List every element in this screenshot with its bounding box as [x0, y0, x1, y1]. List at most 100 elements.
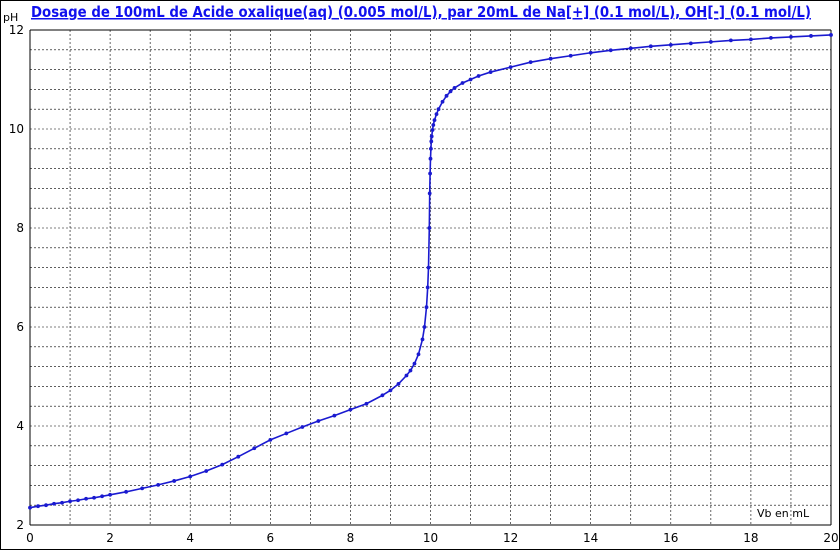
data-point	[468, 77, 473, 82]
ph-curve	[29, 34, 832, 509]
y-tick-label: 10	[9, 122, 24, 136]
data-point	[428, 171, 432, 176]
data-point	[429, 139, 434, 144]
y-tick-label: 6	[16, 320, 24, 334]
data-point	[440, 99, 445, 104]
data-point	[420, 337, 425, 342]
grid	[29, 29, 832, 526]
data-point	[124, 489, 129, 494]
data-point	[416, 352, 421, 357]
data-point	[284, 431, 289, 436]
data-point	[380, 393, 385, 398]
data-point	[84, 496, 88, 501]
data-point	[432, 118, 437, 122]
data-point	[568, 53, 573, 58]
data-point	[769, 36, 773, 40]
data-point	[426, 265, 431, 270]
data-point	[36, 504, 40, 509]
data-point	[809, 34, 813, 38]
data-point	[52, 501, 56, 506]
x-tick-label: 4	[186, 531, 194, 545]
data-point	[316, 419, 321, 423]
y-tick-label: 12	[9, 23, 24, 37]
data-point	[204, 469, 209, 473]
x-tick-label: 16	[663, 531, 678, 545]
data-point	[488, 70, 493, 74]
data-point	[220, 462, 225, 467]
y-axis-label: pH	[3, 11, 18, 24]
data-point	[588, 50, 593, 55]
x-tick-label: 18	[743, 531, 758, 545]
data-point	[668, 42, 673, 47]
data-point	[60, 500, 64, 505]
x-tick-label: 14	[583, 531, 598, 545]
y-tick-label: 2	[16, 518, 24, 532]
data-point	[688, 41, 693, 46]
x-tick-label: 20	[823, 531, 838, 545]
data-point	[789, 35, 793, 39]
data-point	[424, 305, 429, 310]
data-point	[425, 285, 430, 290]
data-point	[548, 56, 553, 61]
data-point	[44, 503, 48, 508]
data-point	[429, 134, 434, 139]
data-point	[140, 486, 145, 491]
data-point	[68, 499, 72, 504]
data-point	[430, 128, 435, 132]
data-point	[364, 401, 369, 406]
data-point	[268, 437, 273, 442]
x-tick-label: 10	[423, 531, 438, 545]
data-point	[444, 93, 449, 98]
data-point	[452, 86, 457, 90]
data-point	[708, 39, 713, 44]
data-point	[100, 494, 104, 499]
data-point	[749, 37, 753, 42]
data-point	[28, 505, 32, 510]
data-point	[528, 60, 533, 65]
data-point	[156, 483, 161, 487]
data-point	[388, 388, 393, 393]
data-point	[728, 38, 733, 43]
x-axis-label: Vb en mL	[757, 507, 810, 520]
data-point	[396, 382, 401, 386]
x-tick-label: 8	[347, 531, 355, 545]
data-point	[436, 107, 441, 112]
data-point	[348, 407, 353, 412]
x-tick-label: 6	[266, 531, 274, 545]
x-tick-label: 0	[26, 531, 34, 545]
chart-title: Dosage de 100mL de Acide oxalique(aq) (0…	[31, 3, 811, 21]
data-point	[92, 495, 96, 500]
data-point	[300, 425, 305, 429]
data-point	[428, 156, 433, 161]
data-point	[422, 325, 427, 329]
data-points	[28, 33, 833, 510]
data-point	[648, 44, 653, 49]
data-point	[236, 454, 241, 459]
data-point	[427, 191, 432, 196]
data-point	[108, 492, 112, 497]
data-point	[608, 48, 613, 53]
x-tick-label: 2	[106, 531, 114, 545]
data-point	[429, 146, 433, 151]
data-point	[76, 498, 80, 503]
data-point	[448, 89, 453, 94]
data-point	[460, 81, 465, 85]
data-point	[434, 112, 439, 117]
y-tick-label: 8	[16, 221, 24, 235]
data-point	[412, 361, 417, 366]
data-point	[427, 226, 432, 230]
data-point	[172, 479, 177, 483]
data-point	[628, 46, 633, 51]
data-point	[829, 33, 833, 37]
data-point	[332, 413, 337, 418]
data-point	[476, 74, 481, 78]
x-tick-label: 12	[503, 531, 518, 545]
data-point	[252, 446, 257, 451]
y-tick-label: 4	[16, 419, 24, 433]
data-point	[508, 65, 513, 70]
data-point	[404, 373, 409, 378]
data-point	[188, 474, 193, 479]
